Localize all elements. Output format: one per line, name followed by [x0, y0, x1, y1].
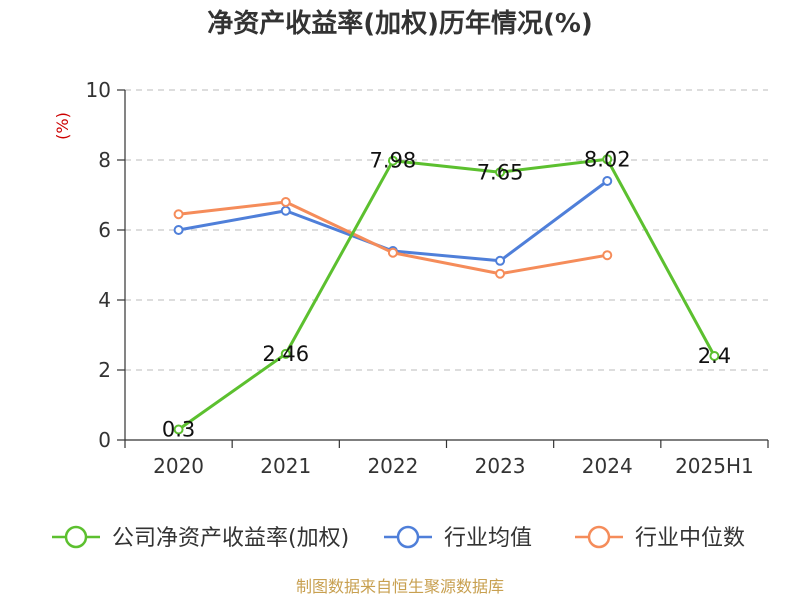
data-label: 8.02 [584, 147, 631, 171]
data-point [495, 268, 506, 279]
data-point [387, 155, 398, 166]
x-tick-label: 2021 [260, 454, 311, 478]
x-tick-label: 2022 [367, 454, 418, 478]
y-tick-label: 8 [98, 148, 111, 172]
legend-marker [396, 525, 420, 549]
legend-label: 公司净资产收益率(加权) [112, 526, 349, 551]
axes: 0 2 4 6 8 10 2020 2021 2022 2023 2024 2025H1 [86, 78, 769, 478]
legend-marker [64, 525, 88, 549]
x-tick-label: 2023 [475, 454, 526, 478]
x-tick-label: 2024 [582, 454, 633, 478]
y-tick-label: 0 [98, 428, 111, 452]
data-label: 0.3 [162, 418, 195, 442]
data-point [280, 348, 291, 359]
data-point [709, 351, 720, 361]
data-point [173, 209, 184, 220]
series-line [177, 157, 716, 431]
series-line [178, 200, 608, 276]
data-point [602, 176, 613, 186]
data-point [495, 255, 506, 266]
legend-label: 行业均值 [444, 526, 532, 551]
legend-marker [587, 525, 611, 549]
y-tick-label: 10 [86, 78, 111, 102]
source-note: 制图数据来自恒生聚源数据库 [296, 577, 504, 596]
y-tick-label: 2 [98, 358, 111, 382]
legend-label: 行业中位数 [635, 526, 745, 551]
data-point [173, 225, 184, 235]
chart-title: 净资产收益率(加权)历年情况(%) [207, 8, 593, 39]
data-point [602, 250, 613, 261]
data-point [173, 424, 184, 435]
data-point [280, 205, 291, 216]
data-labels: 0.3 2.46 7.98 7.65 8.02 2.4 [162, 147, 731, 441]
y-tick-label: 6 [98, 218, 111, 242]
data-point [495, 167, 506, 178]
x-tick-label: 2025H1 [675, 454, 754, 478]
data-label: 2.4 [698, 344, 731, 368]
series-lines [173, 154, 720, 435]
data-point [280, 197, 291, 207]
y-unit-label: (%) [53, 112, 72, 140]
legend: 公司净资产收益率(加权) 行业均值 行业中位数 [52, 525, 745, 551]
data-point [387, 247, 398, 258]
data-label: 7.65 [477, 160, 524, 184]
data-label: 7.98 [370, 149, 417, 173]
grid-lines [125, 89, 768, 371]
data-label: 2.46 [262, 342, 309, 366]
x-tick-label: 2020 [153, 454, 204, 478]
data-point [602, 154, 613, 165]
y-tick-label: 4 [98, 288, 111, 312]
